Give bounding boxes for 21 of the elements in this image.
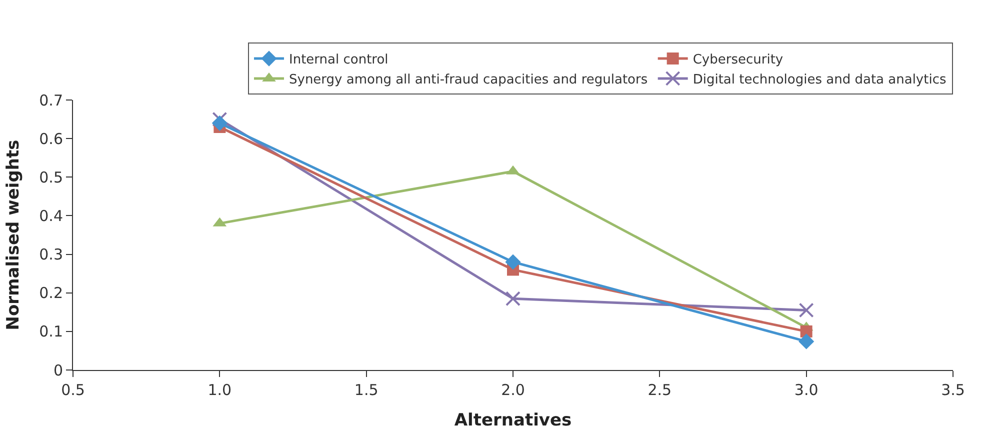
- x-tick-label: 2.0: [501, 381, 525, 399]
- y-tick-label: 0.2: [39, 284, 63, 302]
- y-axis-title: Normalised weights: [4, 140, 24, 330]
- x-tick-label: 0.5: [61, 381, 85, 399]
- x-tick-label: 2.5: [648, 381, 672, 399]
- legend-label: Cybersecurity: [692, 52, 784, 68]
- y-tick-label: 0.7: [39, 91, 63, 110]
- y-tick-label: 0: [53, 361, 63, 380]
- y-tick-label: 0.6: [39, 130, 63, 148]
- y-tick-label: 0.1: [39, 322, 63, 341]
- legend-label: Digital technologies and data analytics: [692, 72, 946, 88]
- y-tick-label: 0.4: [39, 206, 63, 225]
- x-tick-label: 3.0: [794, 381, 818, 399]
- legend-label: Synergy among all anti-fraud capacities and regulators: [289, 72, 648, 88]
- x-axis-title: Alternatives: [454, 410, 572, 430]
- x-tick-label: 1.0: [208, 381, 232, 399]
- x-tick-label: 3.5: [941, 381, 965, 399]
- y-tick-label: 0.3: [39, 246, 63, 264]
- y-tick-label: 0.5: [39, 168, 63, 186]
- x-tick-label: 1.5: [354, 381, 378, 399]
- legend-label: Internal control: [289, 52, 388, 68]
